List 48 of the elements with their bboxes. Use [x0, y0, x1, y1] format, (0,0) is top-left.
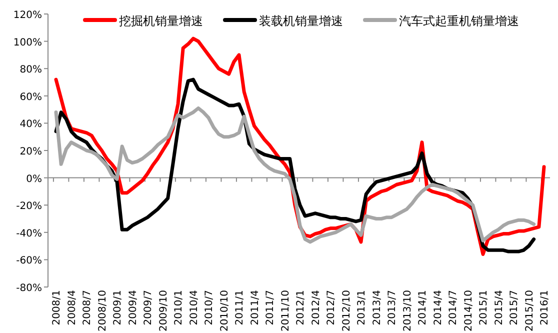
- x-tick-label: 2008/1: [52, 290, 62, 326]
- x-tick-label: 2012/10: [341, 290, 352, 332]
- x-tick-label: 2008/10: [97, 290, 108, 332]
- x-tick-label: 2011/7: [265, 290, 276, 326]
- y-tick-label: 20%: [20, 146, 42, 158]
- x-tick-label: 2008/7: [82, 290, 93, 326]
- x-tick-label: 2016/1: [540, 290, 550, 326]
- x-tick-label: 2011/4: [250, 290, 261, 326]
- y-tick-label: -80%: [16, 283, 42, 294]
- legend-label: 装载机销量增速: [259, 14, 343, 28]
- y-tick-label: 120%: [13, 10, 42, 21]
- x-tick-label: 2014/10: [463, 290, 474, 332]
- x-tick-label: 2013/7: [387, 290, 398, 326]
- x-tick-label: 2012/1: [296, 290, 306, 326]
- y-tick-label: 40%: [20, 119, 42, 130]
- x-tick-label: 2014/4: [432, 290, 444, 326]
- line-series: [54, 106, 536, 244]
- x-tick-label: 2013/4: [372, 290, 383, 326]
- x-tick-label: 2013/10: [402, 290, 414, 332]
- y-tick-label: -60%: [16, 256, 42, 267]
- x-tick-label: 2010/7: [204, 290, 215, 326]
- x-tick-label: 2011/1: [234, 290, 246, 326]
- x-tick-label: 2013/1: [356, 290, 368, 326]
- x-tick-label: 2015/4: [494, 290, 505, 326]
- legend-label: 挖掘机销量增速: [119, 14, 203, 28]
- x-tick-label: 2010/4: [188, 290, 200, 326]
- x-tick-label: 2015/7: [509, 290, 520, 326]
- x-tick-label: 2015/10: [524, 290, 536, 332]
- y-tick-label: 80%: [20, 64, 42, 76]
- legend-label: 汽车式起重机销量增速: [399, 14, 519, 28]
- y-tick-label: 100%: [13, 37, 42, 48]
- x-tick-label: 2012/7: [326, 290, 337, 326]
- y-tick-label: 0%: [26, 174, 42, 185]
- x-tick-label: 2010/10: [219, 290, 230, 332]
- y-tick-label: 60%: [20, 92, 42, 103]
- x-tick-label: 2009/1: [112, 290, 124, 326]
- x-tick-label: 2008/4: [66, 290, 78, 326]
- x-tick-label: 2009/7: [143, 290, 154, 326]
- x-tick-label: 2009/4: [128, 290, 139, 326]
- x-tick-label: 2015/1: [478, 290, 490, 326]
- y-tick-label: -40%: [16, 228, 42, 240]
- x-tick-label: 2012/4: [310, 290, 322, 326]
- x-tick-label: 2014/1: [418, 290, 428, 326]
- y-tick-label: -20%: [16, 201, 42, 212]
- x-tick-label: 2010/1: [174, 290, 184, 326]
- x-tick-label: 2011/10: [280, 290, 292, 332]
- x-tick-label: 2009/10: [158, 290, 170, 332]
- x-tick-label: 2014/7: [448, 290, 459, 326]
